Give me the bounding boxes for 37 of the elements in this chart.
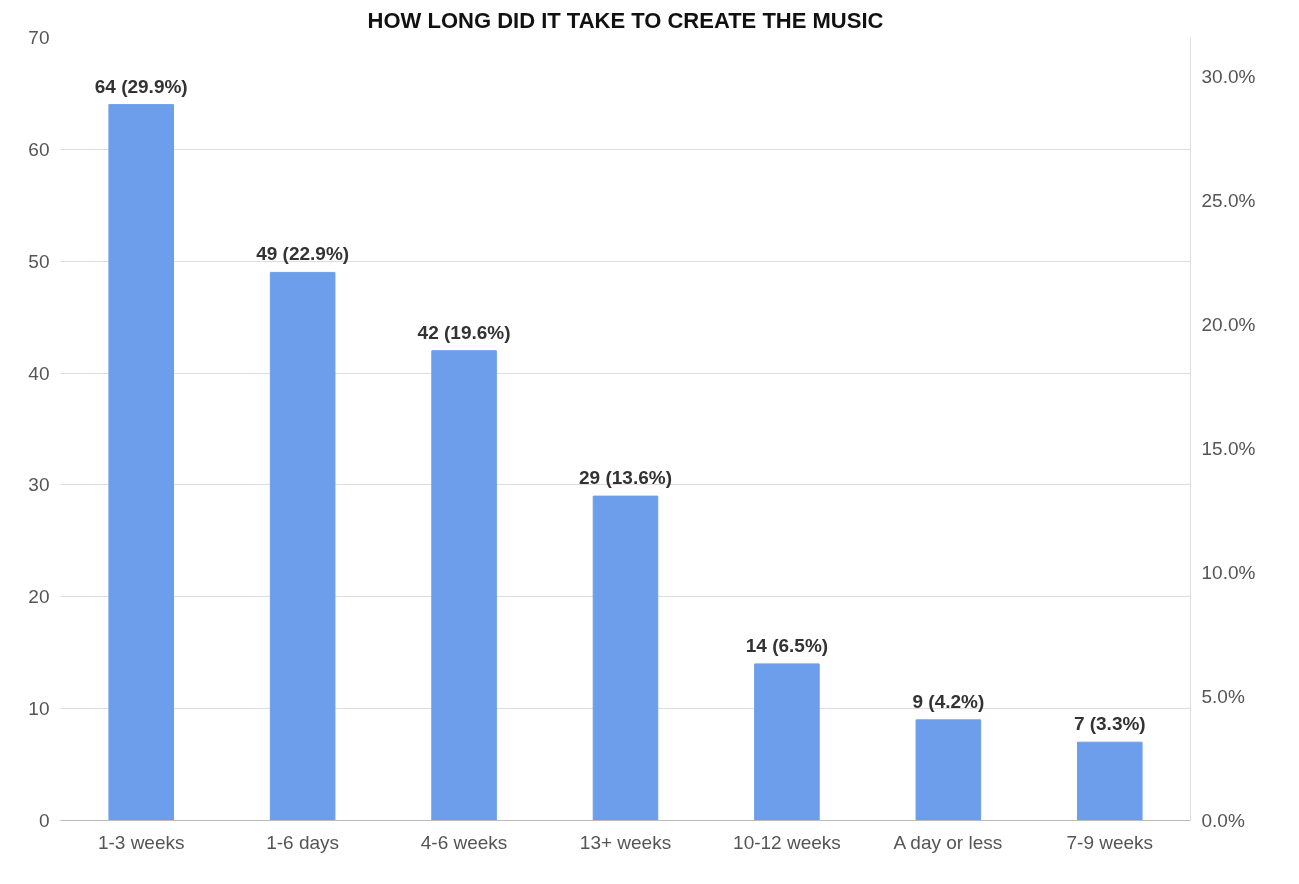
y2-tick-label: 5.0% [1201, 685, 1245, 707]
y2-tick-label: 10.0% [1201, 561, 1256, 583]
bar [269, 271, 336, 821]
x-tick-label: 1-6 days [266, 831, 340, 853]
x-tick-label: 7-9 weeks [1066, 831, 1154, 853]
x-tick-label: 1-3 weeks [97, 831, 185, 853]
y2-tick-label: 20.0% [1201, 313, 1256, 335]
y-tick-label: 30 [28, 474, 50, 496]
bar [592, 495, 659, 821]
x-tick-label: 4-6 weeks [420, 831, 508, 853]
y-tick-label: 0 [38, 810, 50, 831]
bar [915, 719, 982, 821]
y-tick-label: 40 [28, 362, 50, 384]
bar [431, 350, 497, 821]
x-tick-label: A day or less [893, 831, 1003, 853]
y-tick-label: 10 [28, 698, 50, 720]
y-tick-label: 50 [28, 250, 50, 272]
data-label: 29 (13.6%) [579, 467, 672, 489]
data-label: 7 (3.3%) [1073, 713, 1146, 735]
bar [754, 663, 820, 821]
x-tick-label: 10-12 weeks [733, 831, 841, 853]
bar [1077, 741, 1143, 821]
data-label: 49 (22.9%) [256, 243, 350, 265]
x-tick-label: 13+ weeks [579, 831, 672, 853]
y-tick-label: 60 [28, 138, 50, 160]
y2-tick-label: 0.0% [1201, 810, 1245, 831]
chart-title: HOW LONG DID IT TAKE TO CREATE THE MUSIC [367, 7, 884, 33]
data-label: 14 (6.5%) [745, 634, 829, 656]
data-label: 9 (4.2%) [912, 690, 985, 712]
y2-tick-label: 25.0% [1201, 189, 1256, 211]
bar [108, 104, 174, 821]
y-tick-label: 70 [28, 27, 50, 48]
data-label: 64 (29.9%) [94, 75, 188, 97]
data-label: 42 (19.6%) [417, 321, 511, 343]
y-tick-label: 20 [28, 586, 50, 608]
y2-tick-label: 15.0% [1201, 437, 1256, 459]
y2-tick-label: 30.0% [1201, 65, 1256, 87]
